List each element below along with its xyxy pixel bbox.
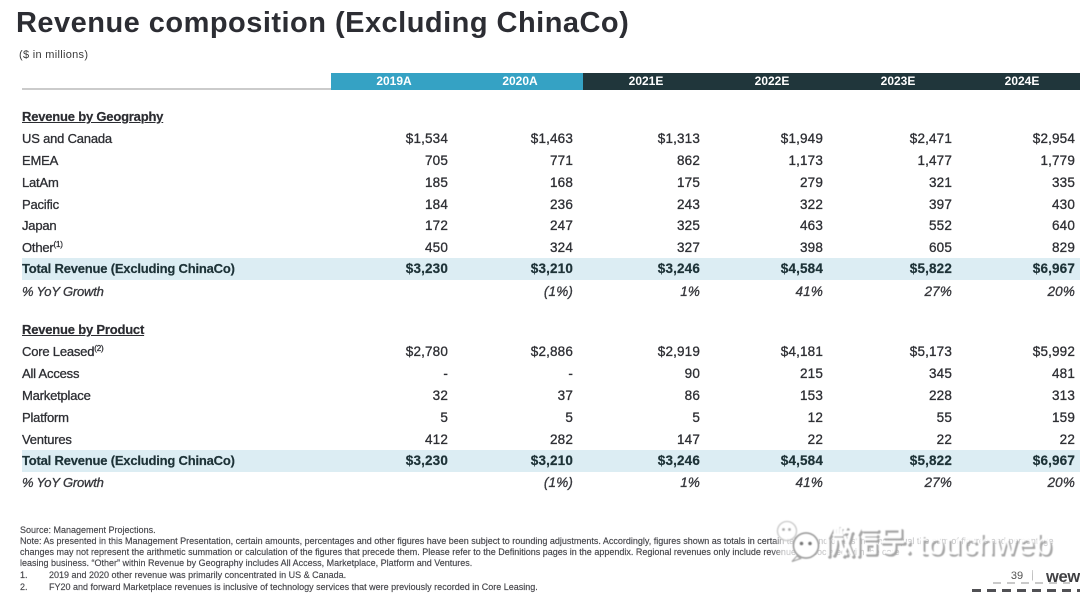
svg-text:touchweb: touchweb bbox=[919, 528, 1053, 561]
svg-text:touchweb: touchweb bbox=[921, 530, 1055, 563]
